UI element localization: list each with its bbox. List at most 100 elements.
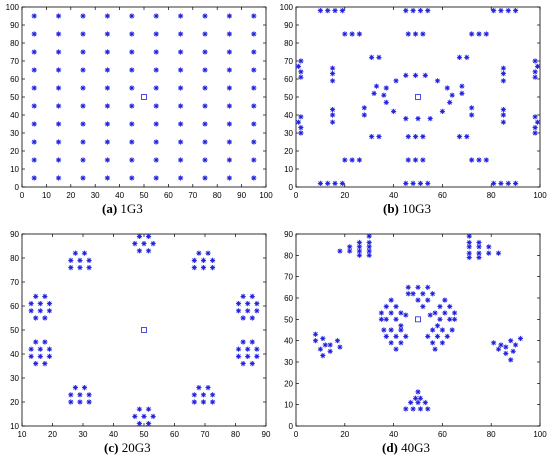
data-point-c [245, 301, 251, 307]
x-tick-label-c: 70 [201, 430, 210, 439]
x-tick-label-d: 0 [294, 430, 299, 439]
data-point-d [393, 333, 399, 339]
data-point-c [86, 257, 92, 263]
y-tick-label-c: 20 [10, 398, 19, 407]
data-point-a [178, 139, 184, 145]
data-point-b [373, 83, 380, 89]
data-point-d [476, 244, 482, 250]
data-point-a [251, 85, 257, 91]
caption-a-letter: (a) [102, 201, 118, 216]
data-point-b [412, 31, 419, 37]
data-point-b [500, 71, 506, 77]
data-point-b [330, 107, 336, 113]
data-point-c [68, 399, 74, 405]
data-point-b [356, 31, 363, 37]
y-tick-label-d: 40 [284, 337, 293, 346]
data-point-b [403, 72, 409, 78]
y-tick-label-c: 30 [10, 374, 19, 383]
data-point-c [77, 257, 83, 263]
caption-b-letter: (b) [383, 201, 399, 216]
data-point-b [420, 157, 426, 163]
data-point-d [425, 284, 431, 290]
data-point-a [202, 103, 208, 109]
data-point-c [33, 293, 39, 299]
data-point-a [153, 139, 159, 145]
data-point-c [210, 257, 216, 263]
data-point-d [393, 346, 399, 352]
data-point-b [491, 180, 497, 186]
data-point-c [245, 346, 251, 352]
data-point-d [495, 346, 502, 352]
y-tick-label-a: 60 [10, 75, 19, 84]
center-marker-b [415, 94, 421, 100]
data-point-b [349, 157, 355, 163]
data-point-a [202, 139, 208, 145]
data-point-b [425, 180, 431, 186]
data-point-a [202, 67, 208, 73]
data-point-b [361, 112, 367, 118]
x-tick-label-c: 50 [140, 430, 149, 439]
data-point-b [298, 114, 304, 120]
data-point-d [388, 340, 394, 346]
data-point-a [153, 157, 159, 163]
data-point-b [420, 31, 426, 37]
data-point-b [330, 78, 336, 84]
data-point-d [517, 335, 524, 342]
data-point-c [141, 241, 147, 247]
data-point-c [33, 339, 39, 345]
data-point-b [505, 180, 511, 186]
y-tick-label-d: 50 [284, 315, 293, 324]
data-point-b [532, 114, 538, 120]
data-point-d [430, 340, 436, 346]
data-point-a [80, 139, 86, 145]
data-point-a [31, 13, 37, 19]
data-point-d [408, 399, 414, 406]
data-point-a [178, 49, 184, 55]
data-point-d [366, 244, 372, 250]
data-point-c [145, 233, 152, 239]
data-point-d [430, 327, 436, 333]
data-point-d [447, 303, 453, 310]
data-point-c [68, 265, 74, 271]
data-point-c [145, 248, 152, 254]
data-point-a [31, 175, 37, 181]
plot-area-d [295, 233, 541, 427]
data-point-b [459, 90, 465, 96]
data-point-b [498, 8, 504, 14]
data-point-d [439, 327, 445, 333]
data-point-a [129, 85, 135, 91]
data-point-a [202, 121, 208, 127]
data-point-a [251, 139, 257, 145]
data-point-b [391, 108, 397, 114]
data-point-d [356, 244, 363, 250]
data-point-d [334, 338, 341, 344]
data-point-d [322, 342, 328, 348]
data-point-c [33, 315, 39, 321]
data-point-a [202, 175, 208, 181]
x-tick-label-d: 40 [389, 430, 398, 439]
data-point-c [28, 346, 34, 352]
data-point-a [80, 175, 86, 181]
plot-area-a [21, 6, 267, 188]
data-point-b [534, 63, 541, 69]
data-point-d [405, 284, 411, 290]
x-tick-label-c: 10 [18, 430, 27, 439]
data-point-d [403, 312, 409, 318]
data-point-d [366, 239, 372, 246]
data-point-b [298, 130, 304, 136]
data-point-a [56, 175, 62, 181]
data-point-c [235, 353, 242, 359]
data-point-a [129, 49, 135, 55]
data-point-a [153, 85, 159, 91]
data-point-d [337, 248, 343, 254]
data-point-b [476, 157, 482, 163]
data-point-c [46, 308, 53, 314]
data-point-d [425, 406, 431, 412]
data-point-d [356, 252, 363, 258]
y-tick-label-c: 40 [10, 350, 19, 359]
y-tick-label-a: 50 [10, 93, 19, 102]
data-point-b [361, 105, 367, 111]
data-point-a [153, 49, 159, 55]
data-point-a [202, 13, 208, 19]
data-point-d [388, 297, 394, 303]
